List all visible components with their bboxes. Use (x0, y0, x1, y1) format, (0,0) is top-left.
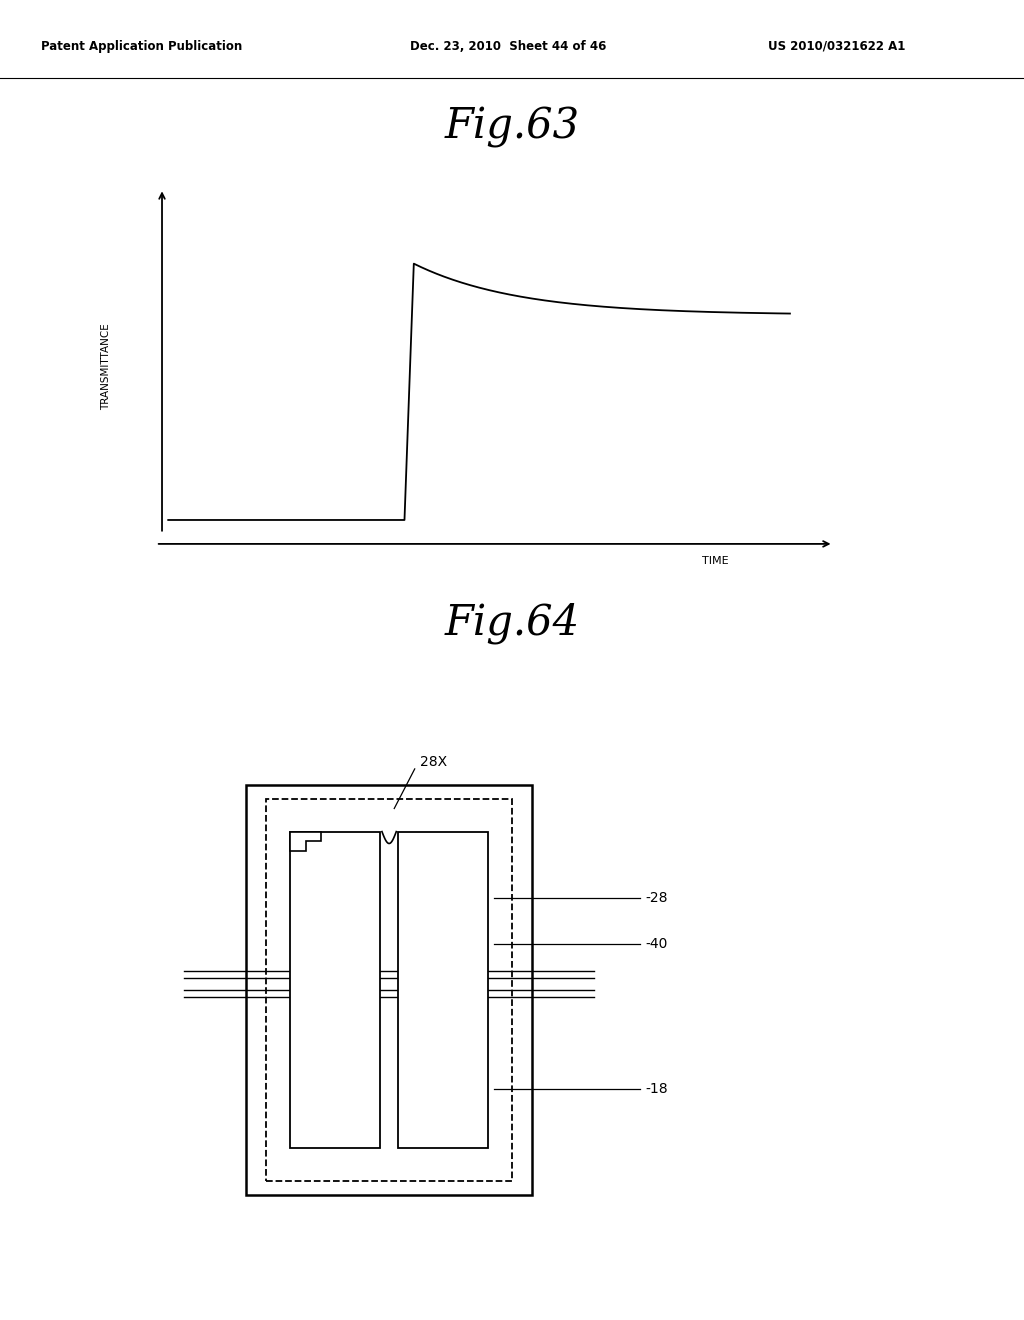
Text: TRANSMITTANCE: TRANSMITTANCE (101, 323, 111, 409)
Polygon shape (290, 832, 322, 851)
Text: Fig.63: Fig.63 (444, 106, 580, 148)
Text: Dec. 23, 2010  Sheet 44 of 46: Dec. 23, 2010 Sheet 44 of 46 (410, 40, 606, 53)
Bar (398, 832, 488, 1148)
Text: 28X: 28X (420, 755, 446, 770)
Text: Patent Application Publication: Patent Application Publication (41, 40, 243, 53)
Text: -40: -40 (645, 937, 668, 950)
Text: -18: -18 (645, 1082, 668, 1096)
Bar (246, 785, 532, 1195)
Text: Fig.64: Fig.64 (444, 602, 580, 644)
Bar (290, 832, 380, 1148)
Text: TIME: TIME (702, 556, 729, 566)
Text: -28: -28 (645, 891, 668, 904)
Text: US 2010/0321622 A1: US 2010/0321622 A1 (768, 40, 905, 53)
Bar (266, 799, 512, 1181)
